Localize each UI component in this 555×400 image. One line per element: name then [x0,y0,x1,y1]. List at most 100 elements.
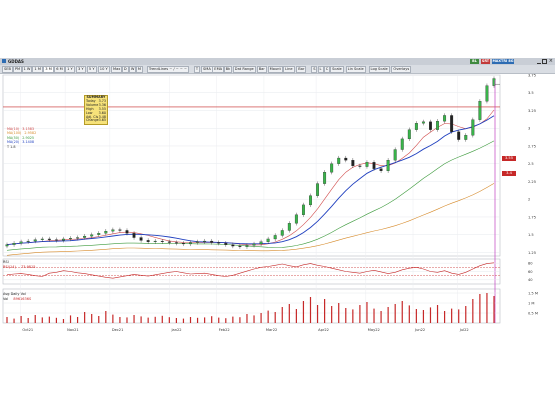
y-tick-label: 3 [528,127,530,131]
candle-down [344,157,348,161]
period-button[interactable]: Max [111,66,123,73]
scale-tool-button[interactable]: L [317,66,324,73]
tool-button[interactable]: Dat Range [232,66,256,73]
timeframe-button[interactable]: M [135,66,143,73]
summary-value: 3.36 [98,102,106,107]
volume-tick-label: 1 M [528,301,535,305]
volume-bar [147,317,149,323]
x-tick-label: Apr22 [318,328,329,332]
candle-up [5,244,9,247]
period-button[interactable]: 5 Y [86,66,97,73]
volume-bar [408,305,410,323]
volume-bar [133,315,135,323]
candle-up [259,241,263,245]
volume-bar [324,299,326,323]
candle-up [436,120,439,130]
tool-button[interactable]: SMA [201,66,213,73]
volume-bar [189,317,192,323]
candle-up [252,243,256,246]
rsi-tick-label: 60 [528,270,533,274]
overlays-select[interactable]: Overlays [391,66,412,73]
period-button[interactable]: 1 M [32,66,43,73]
scale-tool-button[interactable]: S [311,66,318,73]
volume-tick-label: 1.5 M [528,291,538,295]
ma-line-ma50 [6,140,495,251]
volume-legend: Vol 8961636S [3,297,31,301]
candle-down [139,237,143,241]
candle-up [407,129,411,140]
x-tick-label: Feb22 [219,328,230,332]
candle-up [393,149,397,161]
tool-button[interactable]: EMA [212,66,225,73]
scale-tool-button[interactable]: Scale [330,66,344,73]
volume-bar [91,314,93,323]
summary-label: Adj. Cls [86,114,99,119]
volume-bar [119,317,121,323]
restore-icon[interactable] [542,59,547,64]
period-button[interactable]: 10 Y [97,66,110,73]
rsi-tick-label: 80 [528,261,533,265]
price-panel [2,74,501,257]
candle-up [104,231,108,234]
x-tick-label: Mar22 [266,328,277,332]
candle-up [62,238,65,241]
volume-bar [309,297,312,323]
summary-row: Change 3.65 [85,119,107,123]
candle-down [167,241,171,243]
volume-title: Avg Daily Vol [3,292,26,296]
volume-bar [422,310,425,323]
period-button[interactable]: SEB [2,66,14,73]
legend-value: 3.1408 [22,140,35,145]
period-button[interactable]: 6 M [54,66,65,73]
legend-value: 2.9025 [22,135,35,140]
candle-up [421,121,425,124]
chart-style-button[interactable]: Bar [256,66,267,73]
y-tick-label: 3.75 [528,73,536,77]
summary-row: High 3.55 [85,106,107,112]
volume-bar [401,301,403,323]
volume-bar [443,311,446,323]
tool-button[interactable]: T [193,66,201,73]
scale-option[interactable]: Lin Scale [345,66,366,73]
summary-label: Change [86,118,99,123]
chart-style-button[interactable]: Bar [296,66,307,73]
y-tick-label: 3.5 [528,91,534,95]
period-button[interactable]: 1 Y [65,66,75,73]
legend-label: MA(50) [7,135,20,140]
tool-button[interactable]: TrendLines ~ / ~ ~ ~ [146,66,190,73]
x-tick-label: Dec21 [112,328,124,332]
candle-up [40,238,44,240]
chart-style-button[interactable]: Line [283,66,295,73]
timeframe-button[interactable]: D [121,66,129,73]
volume-bar [140,316,142,323]
candle-up [485,85,489,102]
volume-bar [267,310,269,323]
candle-up [294,214,298,224]
minimize-icon[interactable] [537,59,541,64]
rsi-title: RSI [3,260,9,264]
volume-bar [175,318,177,323]
period-button[interactable]: 3 M [43,66,54,73]
period-button[interactable]: 1 W [21,66,33,73]
candle-down [118,229,122,231]
action-button[interactable]: BL [470,59,479,64]
chart-style-button[interactable]: Mount [267,66,283,73]
volume-bar [105,311,107,323]
candle-up [400,138,404,150]
scale-option[interactable]: Log Scale [368,66,390,73]
summary-label: High [86,106,94,111]
candle-up [478,101,482,120]
scale-tool-button[interactable]: C [323,66,331,73]
action-button[interactable]: SRT [481,59,490,64]
period-button[interactable]: 3 Y [76,66,86,73]
candle-up [330,163,334,173]
tool-button[interactable]: Bk [223,66,233,73]
candle-down [160,240,164,242]
candle-down [238,245,242,247]
summary-row: Low 3.60 [85,111,107,116]
volume-bar [27,318,29,323]
legend-value: 2.9582 [24,131,37,136]
action-button[interactable]: MAXTRI 8G [492,59,514,64]
close-icon[interactable]: × [548,58,553,64]
